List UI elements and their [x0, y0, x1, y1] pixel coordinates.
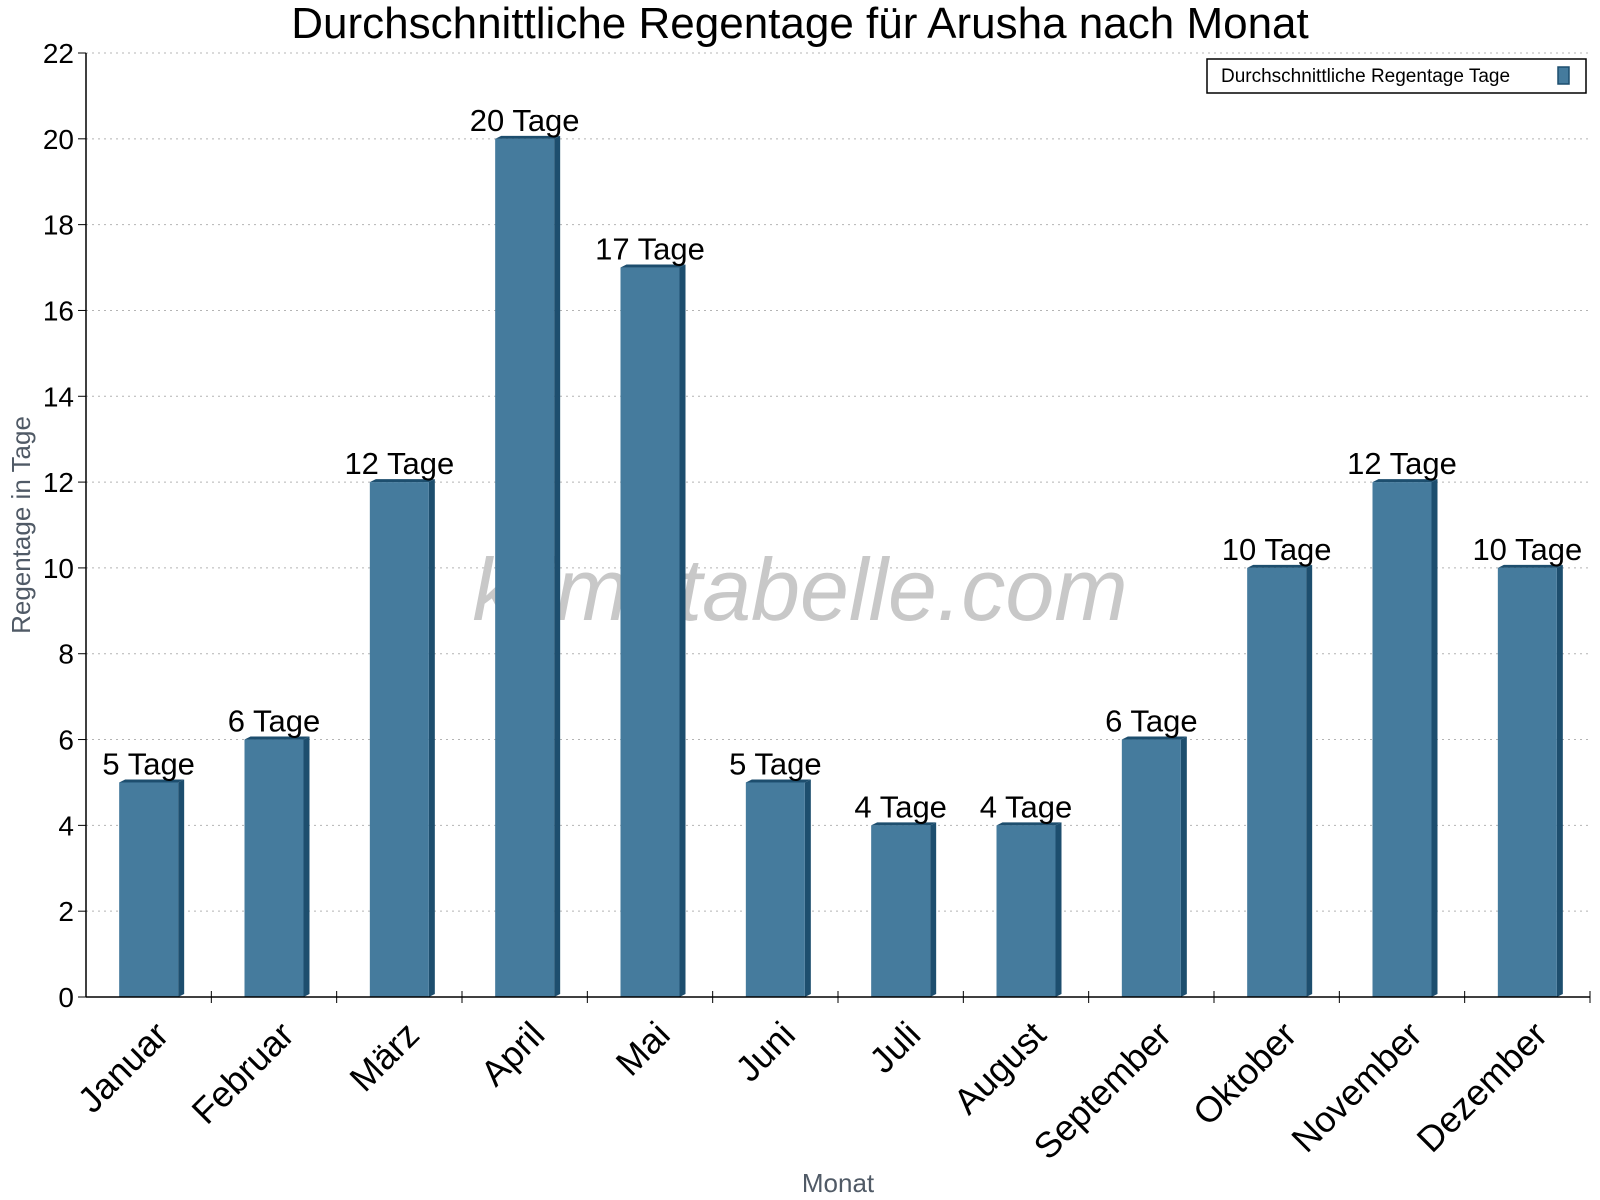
bar-side-Oktober — [1306, 564, 1313, 997]
x-tick-label-September: September — [1025, 1014, 1179, 1168]
bar-top-Dezember — [1497, 564, 1563, 568]
bar-side-September — [1180, 736, 1187, 997]
bar-top-Juni — [745, 779, 811, 783]
x-tick-label-Oktober: Oktober — [1185, 1014, 1305, 1134]
bar-Februar — [244, 739, 304, 997]
bar-side-Januar — [178, 779, 185, 997]
watermark: klimatabelle.com — [472, 540, 1127, 639]
x-tick-label-April: April — [472, 1014, 552, 1094]
bar-Juni — [745, 782, 805, 997]
bar-top-Oktober — [1247, 564, 1313, 568]
y-tick-label: 22 — [43, 38, 74, 69]
bar-Juli — [871, 825, 931, 997]
bar-top-September — [1121, 736, 1187, 740]
y-tick-label: 0 — [58, 982, 74, 1013]
bar-side-Juli — [930, 822, 937, 997]
bar-side-Mai — [679, 264, 686, 998]
bar-side-November — [1431, 479, 1438, 997]
data-label-November: 12 Tage — [1347, 446, 1457, 481]
y-tick-label: 18 — [43, 210, 74, 241]
x-tick-label-Januar: Januar — [69, 1014, 176, 1121]
data-label-Juli: 4 Tage — [854, 789, 947, 824]
bar-Oktober — [1247, 567, 1307, 997]
data-label-August: 4 Tage — [980, 789, 1073, 824]
bar-September — [1121, 739, 1181, 997]
data-label-März: 12 Tage — [344, 446, 454, 481]
x-axis-label: Monat — [802, 1168, 875, 1198]
x-tick-label-März: März — [341, 1014, 427, 1100]
x-tick-label-November: November — [1283, 1014, 1429, 1160]
bar-August — [996, 825, 1056, 997]
bar-top-Februar — [244, 736, 310, 740]
bar-side-Juni — [804, 779, 811, 997]
x-tick-label-August: August — [945, 1014, 1053, 1122]
data-labels: 5 Tage 6 Tage 12 Tage 20 Tage 17 Tage 5 Tage 4… — [102, 103, 1582, 825]
data-label-Januar: 5 Tage — [102, 746, 195, 781]
y-tick-label: 4 — [58, 810, 74, 841]
y-tick-label: 2 — [58, 896, 74, 927]
bars — [119, 135, 1563, 998]
data-label-Juni: 5 Tage — [729, 746, 822, 781]
bar-side-Februar — [303, 736, 310, 997]
bar-side-März — [428, 479, 435, 997]
y-tick-label: 6 — [58, 725, 74, 756]
y-tick-label: 10 — [43, 553, 74, 584]
bar-top-November — [1372, 479, 1438, 483]
bar-Mai — [620, 267, 680, 998]
bar-top-März — [369, 479, 435, 483]
data-label-September: 6 Tage — [1105, 704, 1198, 739]
bar-November — [1372, 482, 1432, 997]
data-label-Mai: 17 Tage — [595, 232, 705, 267]
bar-side-April — [554, 135, 561, 997]
y-tick-label: 16 — [43, 295, 74, 326]
x-tick-label-Mai: Mai — [608, 1014, 678, 1084]
x-tick-label-Juni: Juni — [727, 1014, 803, 1090]
data-label-Februar: 6 Tage — [228, 704, 321, 739]
legend-box — [1206, 58, 1587, 94]
x-tick-label-Februar: Februar — [184, 1014, 302, 1132]
legend-label: Durchschnittliche Regentage Tage — [1221, 66, 1510, 87]
y-tick-label: 8 — [58, 639, 74, 670]
y-tick-label: 12 — [43, 467, 74, 498]
y-tick-label: 20 — [43, 124, 74, 155]
data-label-April: 20 Tage — [470, 103, 580, 138]
data-label-Oktober: 10 Tage — [1222, 532, 1332, 567]
chart-title: Durchschnittliche Regentage für Arusha n… — [291, 0, 1308, 48]
legend: Durchschnittliche Regentage Tage — [1206, 58, 1587, 94]
bar-top-Januar — [119, 779, 185, 783]
bar-April — [495, 138, 555, 997]
bar-top-Mai — [620, 264, 686, 268]
bar-top-Juli — [871, 822, 937, 826]
y-tick-label: 14 — [43, 381, 74, 412]
data-label-Dezember: 10 Tage — [1472, 532, 1582, 567]
bar-top-August — [996, 822, 1062, 826]
legend-swatch — [1557, 66, 1570, 85]
x-tick-label-Dezember: Dezember — [1409, 1014, 1555, 1160]
bar-Dezember — [1497, 567, 1557, 997]
bar-top-April — [495, 135, 561, 139]
x-tick-label-Juli: Juli — [861, 1014, 928, 1081]
y-axis-label: Regentage in Tage — [6, 416, 36, 634]
bar-side-Dezember — [1556, 564, 1563, 997]
bar-März — [369, 482, 429, 997]
bar-side-August — [1055, 822, 1062, 997]
gridlines — [86, 52, 1590, 912]
bar-Januar — [119, 782, 179, 997]
